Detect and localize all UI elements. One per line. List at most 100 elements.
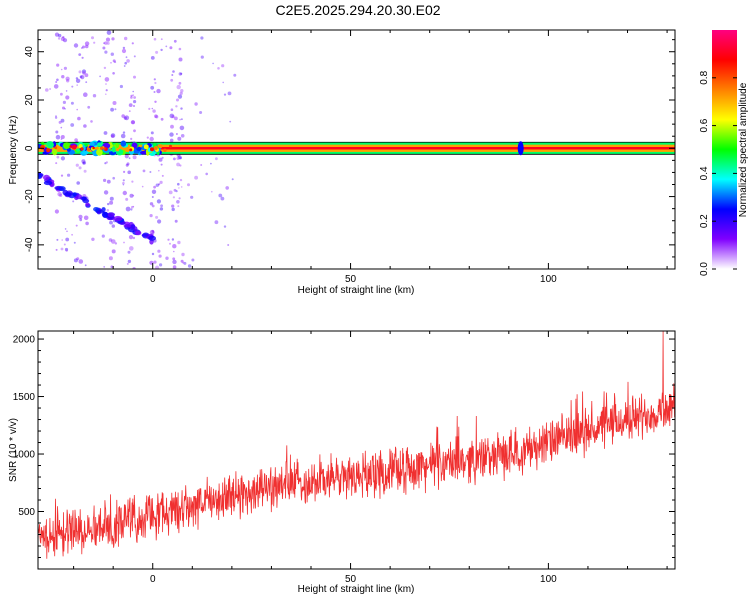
spectrogram-speckle [49,88,51,90]
spectrogram-speckle [129,246,134,251]
spectrogram-speckle [110,52,115,56]
low-freq-peak [143,144,149,150]
spectrogram-speckle [109,200,114,205]
spectrogram-speckle [157,249,161,253]
spectrogram-xlabel: Height of straight line (km) [298,285,415,296]
spectrogram-speckle [92,94,97,98]
spectrogram-speckle [127,170,131,175]
spectrogram-speckle [151,229,155,233]
y-tick-label: 1000 [13,450,36,461]
spectrogram-speckle [126,262,129,265]
spectrogram-speckle [160,48,163,52]
spectrogram-speckle [153,78,156,81]
dispersive-trace-point [85,202,90,207]
spectrogram-speckle [104,41,108,45]
spectrogram-speckle [122,179,125,182]
spectrogram-speckle [152,109,156,113]
snr-panel: 0 50 100 500 1000 1500 2000 Height of straight… [8,330,676,595]
spectrogram-speckle [222,81,224,84]
spectrogram-speckle [171,115,175,119]
spectrogram-speckle [159,263,163,267]
spectrogram-speckle [65,249,68,252]
dispersive-trace-point [96,210,101,215]
spectrogram-speckle [149,202,154,206]
spectrogram-speckle [60,247,64,251]
spectrogram-speckle [210,162,212,165]
dispersive-trace-point [58,186,66,192]
spectrogram-speckle [178,47,182,51]
spectrogram-speckle [109,196,114,201]
spectrogram-speckle [66,230,68,233]
spectrogram-speckle [107,202,110,206]
spectrogram-speckle [200,36,204,40]
x-tick-label: 50 [345,274,357,285]
spectrogram-speckle [76,84,78,86]
colorbar-tick-label: 0.0 [699,262,710,276]
spectrogram-speckle [109,220,113,225]
spectrogram-speckle [79,218,83,222]
spectrogram-speckle [84,44,89,49]
colorbar [712,30,737,269]
spectrogram-speckle [73,258,78,263]
spectrogram-speckle [110,62,112,64]
spectrogram-speckle [153,37,157,41]
spectrogram-speckle [179,178,183,182]
spectrogram-speckle [159,207,164,211]
spectrogram-speckle [65,76,70,81]
spectrogram-speckle [154,114,158,118]
spectrogram-speckle [78,259,84,264]
spectrogram-speckle [169,132,174,137]
spectrogram-speckle [84,41,90,46]
spectrogram-speckle [106,30,112,35]
dispersive-trace-point [81,196,87,201]
low-freq-peak [150,147,154,152]
spectrogram-speckle [105,83,107,85]
spectrogram-speckle [55,248,58,251]
spectrogram-speckle [176,98,179,102]
spectrogram-speckle [75,163,79,167]
spectrogram-speckle [229,120,232,123]
y-tick-label: -40 [24,237,35,252]
spectrogram-speckle [175,190,178,193]
dispersive-trace-point [141,233,149,237]
spectrogram-speckle [58,33,62,38]
spectrogram-frame [37,29,676,270]
spectrogram-speckle [172,244,177,249]
spectrogram-speckle [82,71,86,75]
spectrogram-speckle [170,108,174,111]
spectrogram-speckle [60,92,63,96]
dispersive-trace-point [135,230,142,236]
spectrogram-speckle [76,181,80,185]
spectrogram-speckle [124,36,128,41]
spectrogram-speckle [87,105,91,109]
spectrogram-speckle [105,37,111,42]
spectrogram-speckle [220,196,225,201]
spectrogram-speckle [108,256,113,261]
spectrogram-speckle [167,238,170,241]
snr-ylabel: SNR (10 * v/v) [8,418,19,482]
y-tick-label: 40 [24,46,35,58]
spectrogram-speckle [119,84,123,89]
spectrogram-speckle [180,89,184,93]
spectrogram-speckle [165,45,168,48]
spectrogram-speckle [105,89,108,92]
spectrogram-speckle [55,134,61,140]
spectrogram-speckle [91,36,94,40]
spectrogram-speckle [127,250,131,254]
spectrogram-speckle [63,66,67,70]
snr-plot-area [38,331,675,569]
spectrogram-speckle [73,43,79,48]
colorbar-ticks: 0.0 0.2 0.4 0.6 0.8 [699,70,737,276]
spectrogram-speckle [62,106,65,110]
spectrogram-speckle [104,162,107,165]
low-freq-peak [69,145,72,148]
low-freq-peak [92,146,95,150]
spectrogram-speckle [172,196,175,199]
spectrogram-speckle [155,183,159,187]
low-freq-peak [54,146,58,150]
low-freq-peak [169,144,172,148]
spectrogram-speckle [180,107,183,110]
low-freq-blob [40,141,45,146]
spectrogram-speckle [131,120,136,125]
spectrogram-speckle [58,120,62,124]
